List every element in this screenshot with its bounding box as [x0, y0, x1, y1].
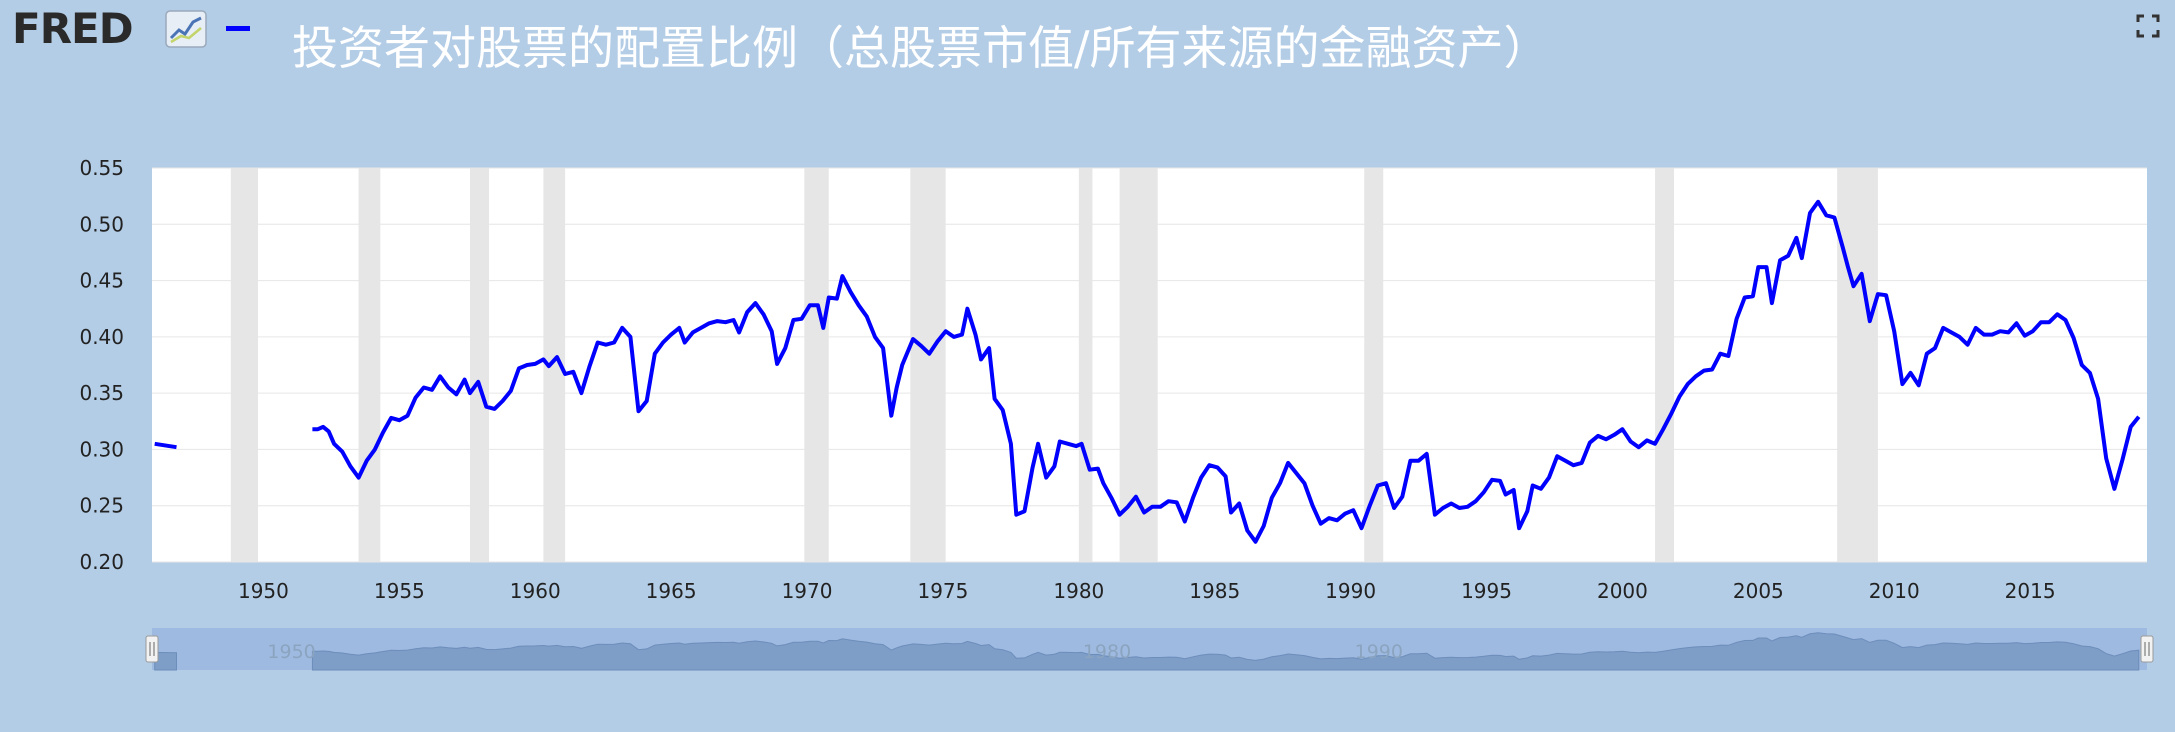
- chart-title: 投资者对股票的配置比例（总股票市值/所有来源的金融资产）: [292, 21, 1550, 75]
- data-series: [154, 199, 2141, 544]
- range-navigator[interactable]: 1950 1980 1990: [145, 628, 2154, 671]
- fred-logo[interactable]: FRED: [12, 4, 134, 53]
- navigator-handle-left[interactable]: [145, 635, 159, 663]
- x-tick-label: 2000: [1597, 579, 1648, 603]
- recession-band: [910, 168, 946, 562]
- x-tick-label: 1970: [782, 579, 833, 603]
- line-chart-icon: [165, 10, 207, 48]
- x-tick-label: 1995: [1461, 579, 1512, 603]
- recession-band: [358, 168, 381, 562]
- navigator-handle-right[interactable]: [2140, 635, 2154, 663]
- recession-band: [470, 168, 490, 562]
- series-color-swatch: [226, 26, 250, 31]
- chart-header: FRED 投资者对股票的配置比例（总股票市值/所有来源的金融资产）: [0, 0, 2175, 90]
- recession-band: [230, 168, 259, 562]
- drag-handle-icon: [145, 635, 159, 663]
- y-tick-label: 0.30: [79, 437, 124, 461]
- grid-lines: [152, 167, 2147, 563]
- x-tick-label: 1985: [1189, 579, 1240, 603]
- y-tick-label: 0.35: [79, 381, 124, 405]
- y-tick-label: 0.55: [79, 156, 124, 180]
- x-tick-label: 2005: [1733, 579, 1784, 603]
- x-tick-label: 2015: [2005, 579, 2056, 603]
- drag-handle-icon: [2140, 635, 2154, 663]
- x-tick-label: 1975: [917, 579, 968, 603]
- x-axis-tick-labels: 1950 1955 1960 1965 1970 1975 1980 1985 1990 1995…: [238, 579, 2056, 603]
- x-tick-label: 1990: [1325, 579, 1376, 603]
- y-tick-label: 0.25: [79, 494, 124, 518]
- navigator-series-area: [311, 632, 2140, 671]
- recession-band: [543, 168, 566, 562]
- recession-band: [1364, 168, 1384, 562]
- x-tick-label: 1980: [1053, 579, 1104, 603]
- y-tick-label: 0.20: [79, 550, 124, 574]
- recession-band: [1119, 168, 1158, 562]
- y-tick-label: 0.45: [79, 269, 124, 293]
- fullscreen-icon[interactable]: [2136, 14, 2160, 38]
- recession-bands: [230, 168, 1878, 562]
- x-tick-label: 1955: [374, 579, 425, 603]
- y-tick-label: 0.50: [79, 212, 124, 236]
- recession-band: [1655, 168, 1675, 562]
- navigator-label: 1980: [1083, 641, 1131, 663]
- series-line: [154, 441, 177, 450]
- navigator-label: 1950: [267, 641, 315, 663]
- recession-band: [1837, 168, 1878, 562]
- series-line: [312, 199, 2141, 544]
- x-tick-label: 1960: [510, 579, 561, 603]
- navigator-label: 1990: [1355, 641, 1403, 663]
- y-axis-tick-labels: 0.20 0.25 0.30 0.35 0.40 0.45 0.50 0.55: [79, 156, 124, 574]
- y-tick-label: 0.40: [79, 325, 124, 349]
- recession-band: [1078, 168, 1093, 562]
- x-tick-label: 2010: [1869, 579, 1920, 603]
- x-tick-label: 1950: [238, 579, 289, 603]
- recession-band: [804, 168, 829, 562]
- x-tick-label: 1965: [646, 579, 697, 603]
